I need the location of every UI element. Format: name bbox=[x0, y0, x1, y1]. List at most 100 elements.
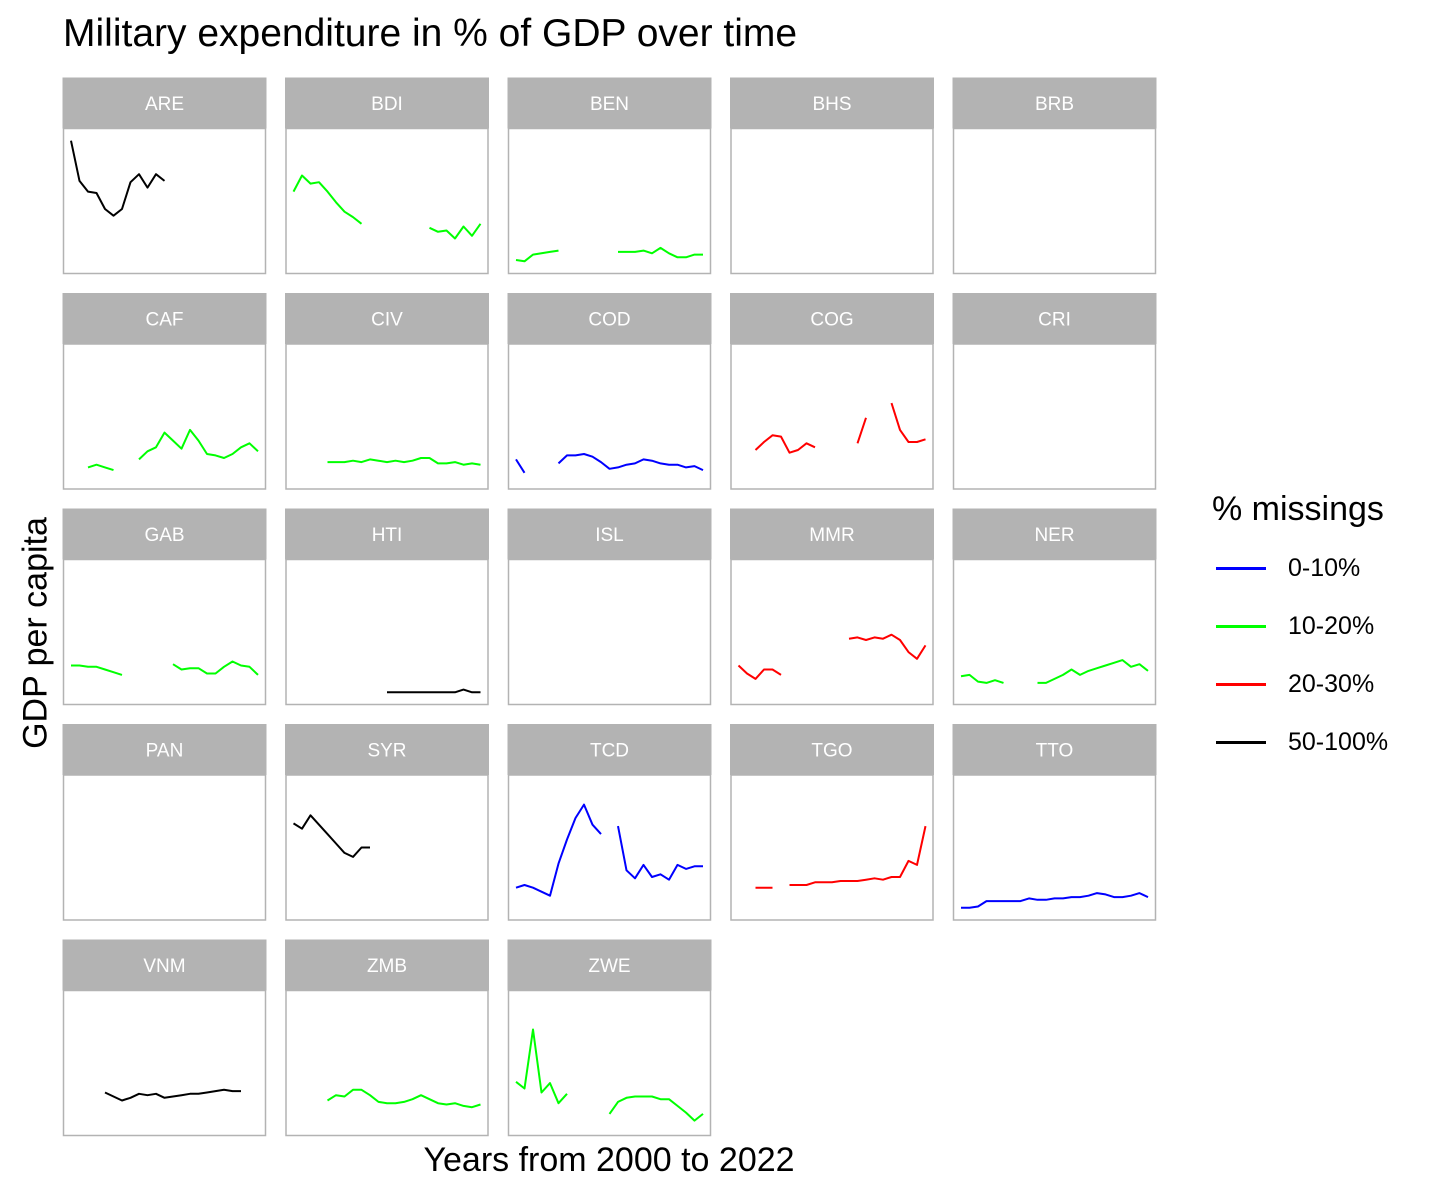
facet-panel-hti: HTI bbox=[285, 508, 489, 706]
facet-strip-label: CRI bbox=[1038, 310, 1071, 331]
series-line-civ bbox=[327, 457, 481, 466]
facet-strip bbox=[285, 508, 489, 560]
facet-panel-are: ARE bbox=[62, 77, 267, 275]
series-line-cod bbox=[515, 453, 704, 474]
series-line-mmr bbox=[737, 633, 927, 680]
series-line-tto bbox=[961, 892, 1149, 909]
facet-panel-tto: TTO bbox=[952, 724, 1157, 921]
facet-strip-label: HTI bbox=[372, 525, 403, 546]
facet-plot-area bbox=[285, 127, 489, 275]
facet-panel-mmr: MMR bbox=[730, 508, 934, 706]
legend-label: 50-100% bbox=[1288, 727, 1389, 756]
facet-plot-area bbox=[62, 343, 267, 490]
y-axis-label: GDP per capita bbox=[16, 517, 55, 749]
series-line-cog bbox=[754, 402, 926, 454]
series-line-vnm bbox=[104, 1088, 241, 1102]
facet-plot-area bbox=[730, 774, 934, 921]
facet-strip bbox=[952, 293, 1157, 344]
facet-strip-label: TTO bbox=[1036, 741, 1074, 762]
legend-key bbox=[1216, 682, 1266, 686]
facet-panel-cog: COG bbox=[730, 293, 934, 490]
facet-plot-area bbox=[62, 127, 267, 275]
facet-strip-label: BDI bbox=[371, 94, 403, 115]
x-axis-label: Years from 2000 to 2022 bbox=[423, 1141, 795, 1179]
facet-panel-cod: COD bbox=[507, 293, 712, 490]
facet-strip bbox=[952, 508, 1157, 560]
legend: % missings 0-10% 10-20% 20-30% 50-100% bbox=[1212, 490, 1388, 771]
series-line-bdi bbox=[292, 174, 482, 240]
facet-strip bbox=[730, 77, 934, 129]
facet-strip-label: CIV bbox=[371, 310, 403, 331]
facet-panel-tgo: TGO bbox=[730, 724, 934, 921]
facet-plot-area bbox=[952, 774, 1157, 921]
facet-strip-label: GAB bbox=[144, 525, 184, 546]
facet-strip-label: BEN bbox=[590, 94, 629, 115]
facet-strip bbox=[507, 939, 712, 991]
series-line-gab bbox=[71, 660, 259, 676]
facet-panel-zwe: ZWE bbox=[507, 939, 712, 1137]
facet-plot-area bbox=[285, 558, 489, 706]
facet-panel-brb: BRB bbox=[952, 77, 1157, 275]
facet-plot-area bbox=[62, 558, 267, 706]
facet-strip bbox=[285, 77, 489, 129]
series-line-are bbox=[70, 140, 166, 217]
facet-strip bbox=[285, 293, 489, 344]
series-line-tcd bbox=[515, 803, 703, 897]
facet-strip bbox=[62, 293, 267, 344]
facet-strip-label: TCD bbox=[590, 741, 629, 762]
facet-panel-gab: GAB bbox=[62, 508, 267, 706]
facet-strip-label: SYR bbox=[367, 741, 406, 762]
facet-plot-area bbox=[507, 343, 712, 490]
facet-strip-label: ARE bbox=[145, 94, 184, 115]
series-line-zmb bbox=[326, 1088, 481, 1109]
series-line-syr bbox=[292, 814, 370, 858]
series-line-ner bbox=[960, 659, 1149, 684]
legend-label: 20-30% bbox=[1288, 669, 1375, 698]
series-line-caf bbox=[87, 428, 259, 472]
facet-strip bbox=[285, 724, 489, 775]
chart-title: Military expenditure in % of GDP over ti… bbox=[63, 12, 798, 55]
facet-plot-area bbox=[507, 989, 712, 1137]
facet-strip bbox=[730, 508, 934, 560]
facet-panel-bdi: BDI bbox=[285, 77, 489, 275]
facet-plot-area bbox=[285, 774, 489, 921]
facet-panel-ben: BEN bbox=[507, 77, 712, 275]
facet-panel-vnm: VNM bbox=[62, 939, 267, 1137]
facet-plot-area bbox=[952, 343, 1157, 490]
facet-strip-label: BRB bbox=[1035, 94, 1074, 115]
facet-panel-tcd: TCD bbox=[507, 724, 712, 921]
facet-strip-label: PAN bbox=[146, 741, 184, 762]
legend-label: 10-20% bbox=[1288, 611, 1375, 640]
legend-key bbox=[1216, 740, 1266, 744]
series-line-ben bbox=[515, 246, 703, 263]
facet-panel-ner: NER bbox=[952, 508, 1157, 706]
facet-strip bbox=[507, 724, 712, 775]
facet-panel-cri: CRI bbox=[952, 293, 1157, 490]
legend-key bbox=[1216, 566, 1266, 570]
facet-plot-area bbox=[730, 558, 934, 706]
facet-plot-area bbox=[952, 558, 1157, 706]
facet-strip bbox=[730, 724, 934, 775]
facet-plot-area bbox=[285, 989, 489, 1137]
legend-item: 50-100% bbox=[1212, 713, 1388, 771]
facet-strip bbox=[62, 77, 267, 129]
facet-panel-civ: CIV bbox=[285, 293, 489, 490]
facet-plot-area bbox=[62, 774, 267, 921]
facet-strip bbox=[62, 939, 267, 991]
facet-strip bbox=[730, 293, 934, 344]
series-line-tgo bbox=[755, 825, 927, 889]
facet-strip-label: COG bbox=[810, 310, 853, 331]
facet-panel-zmb: ZMB bbox=[285, 939, 489, 1137]
legend-key bbox=[1216, 624, 1266, 628]
facet-strip-label: CAF bbox=[146, 310, 184, 331]
facet-plot-area bbox=[730, 343, 934, 490]
facet-strip-label: COD bbox=[588, 310, 630, 331]
facet-strip-label: MMR bbox=[809, 525, 854, 546]
legend-title: % missings bbox=[1212, 490, 1384, 528]
facet-panel-syr: SYR bbox=[285, 724, 489, 921]
facet-strip-label: BHS bbox=[812, 94, 851, 115]
facet-strip-label: ZWE bbox=[588, 956, 630, 977]
facet-strip-label: VNM bbox=[143, 956, 185, 977]
